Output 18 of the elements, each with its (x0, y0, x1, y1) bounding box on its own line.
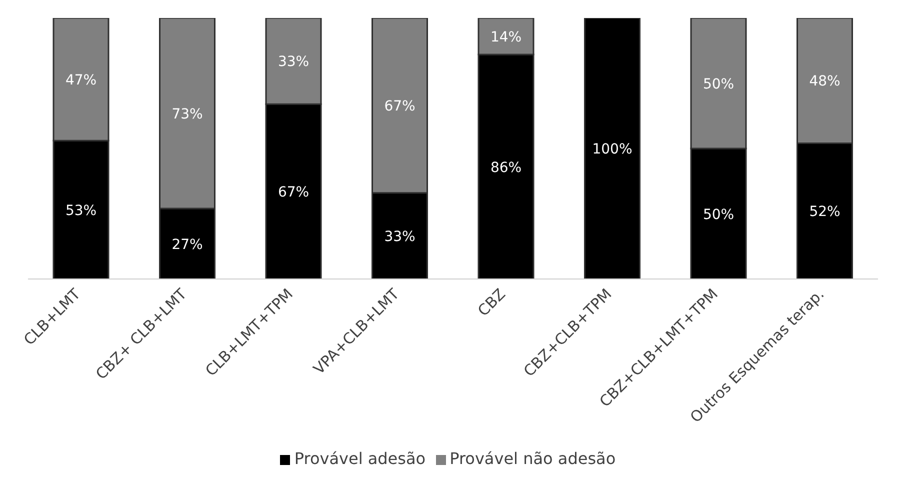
data-label: 48% (809, 74, 840, 90)
data-label: 14% (490, 29, 522, 46)
data-label: 27% (172, 236, 203, 253)
legend-label: Provável não adesão (450, 449, 616, 468)
data-label: 67% (384, 98, 416, 114)
data-label: 50% (702, 76, 734, 92)
data-label: 33% (278, 54, 310, 70)
data-label: 47% (65, 72, 97, 88)
data-label: 52% (809, 204, 840, 220)
data-label: 67% (278, 184, 310, 201)
bar (584, 18, 640, 279)
data-label: 53% (65, 202, 97, 219)
legend-label: Provável adesão (294, 449, 426, 468)
data-label: 100% (592, 142, 632, 158)
data-label: 73% (172, 106, 203, 122)
data-label: 33% (384, 228, 416, 245)
data-label: 86% (490, 160, 522, 176)
data-label: 50% (702, 206, 734, 223)
